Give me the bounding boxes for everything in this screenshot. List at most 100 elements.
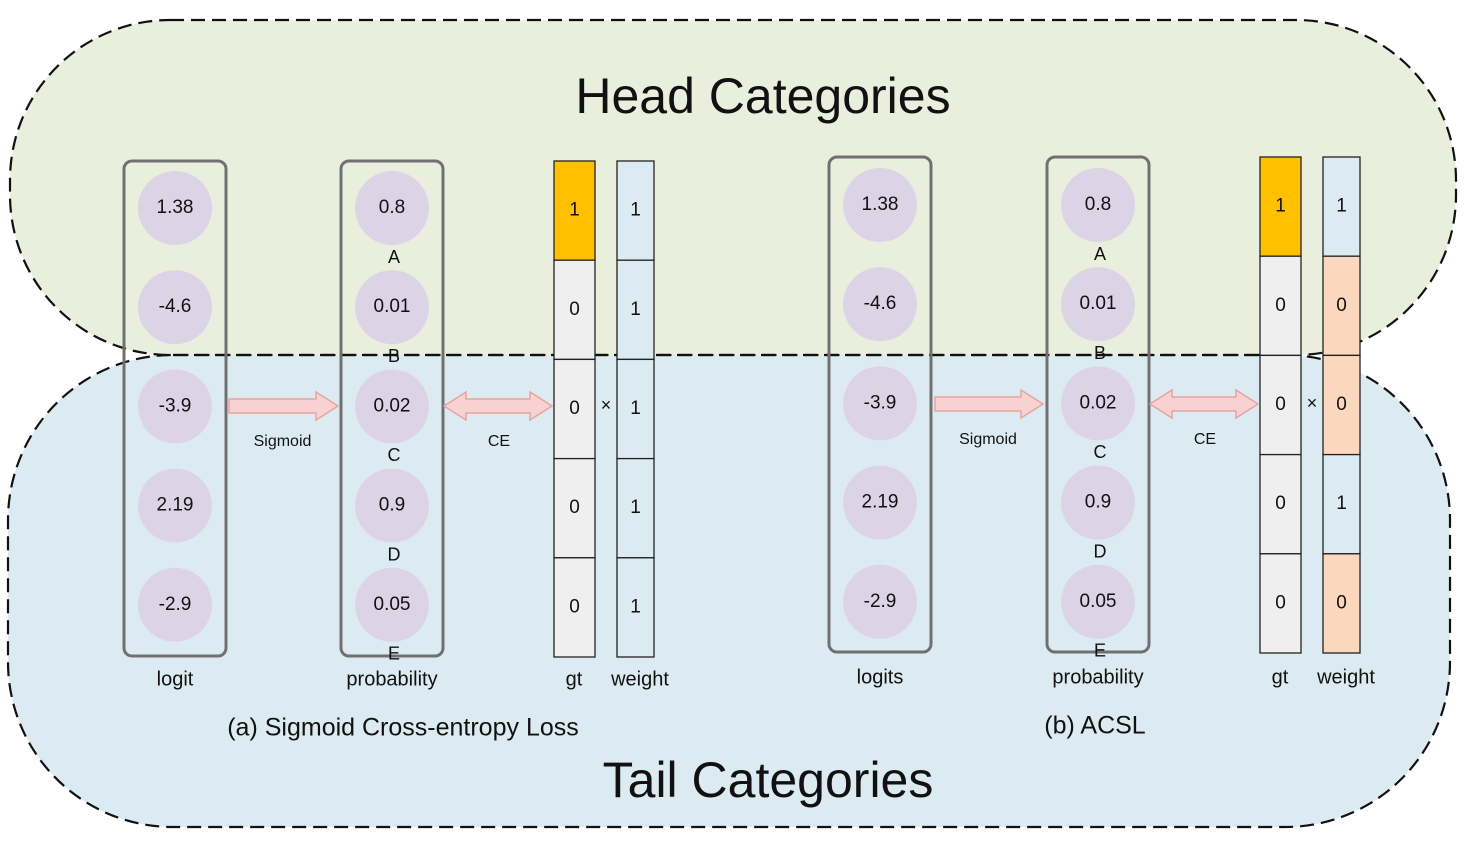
gt-value: 0 (1275, 295, 1286, 316)
probability-value: 0.05 (374, 594, 411, 615)
weight-value: 0 (1336, 592, 1347, 613)
category-letter: A (1094, 244, 1106, 264)
probability-value: 0.8 (1085, 194, 1111, 215)
sigmoid-arrow (228, 390, 340, 422)
probability-node (1061, 366, 1135, 441)
ce-double-arrow (1148, 388, 1260, 420)
gt-value: 0 (569, 398, 580, 419)
probability-value: 0.9 (1085, 492, 1111, 513)
probability-node (355, 270, 429, 345)
probability-value: 0.9 (379, 495, 405, 516)
panel-sigmoid-ce: 1.38 0.8 A 1 1 -4.6 0.01 B 0 1 -3.9 0.02 C 0 1 2.19 0.9 D… (122, 159, 669, 742)
weight-value: 0 (1336, 394, 1347, 415)
category-letter: B (388, 346, 400, 366)
probability-value: 0.02 (1080, 392, 1117, 413)
panel-acsl: 1.38 0.8 A 1 1 -4.6 0.01 B 0 0 -3.9 0.02 C 0 0 2.19 0.9 D… (827, 155, 1375, 740)
ce-label: CE (1194, 431, 1216, 448)
sigmoid-arrow (934, 388, 1045, 420)
weight-value: 1 (630, 299, 641, 320)
logit-node (138, 270, 212, 345)
logit-column-label: logit (157, 668, 194, 690)
logit-value: -4.6 (864, 293, 897, 314)
multiply-sign: × (1307, 393, 1318, 413)
gt-value: 0 (569, 596, 580, 617)
category-letter: D (1094, 541, 1107, 561)
logit-node (138, 567, 212, 642)
logit-node (843, 465, 917, 540)
probability-node (355, 468, 429, 543)
probability-node (1061, 465, 1135, 540)
gt-value: 0 (569, 497, 580, 518)
category-letter: E (1094, 641, 1106, 661)
logit-value: 2.19 (157, 495, 194, 516)
head-categories-label: Head Categories (575, 68, 950, 124)
weight-cell (1322, 255, 1361, 357)
probability-node (355, 369, 429, 444)
logit-column-frame (122, 159, 228, 658)
gt-value: 0 (569, 299, 580, 320)
weight-cell (616, 259, 655, 361)
multiply-sign: × (601, 395, 612, 415)
weight-value: 1 (1336, 493, 1347, 514)
category-letter: D (388, 544, 401, 564)
category-letter: C (1094, 442, 1107, 462)
gt-value: 0 (1275, 394, 1286, 415)
logit-value: 1.38 (157, 197, 194, 218)
sigmoid-label: Sigmoid (254, 433, 312, 450)
logit-value: 2.19 (862, 492, 899, 513)
logit-node (138, 468, 212, 543)
weight-cell (1322, 156, 1361, 257)
gt-value: 1 (1275, 196, 1286, 217)
logit-value: 1.38 (862, 194, 899, 215)
ce-double-arrow (442, 390, 554, 422)
probability-value: 0.02 (374, 395, 411, 416)
probability-node (355, 171, 429, 245)
weight-value: 1 (630, 398, 641, 419)
panel-caption: (a) Sigmoid Cross-entropy Loss (227, 714, 579, 742)
probability-value: 0.05 (1080, 591, 1117, 612)
logit-value: -3.9 (864, 392, 897, 413)
gt-column-label: gt (1272, 666, 1289, 688)
logit-node (843, 366, 917, 441)
weight-column-label: weight (1316, 666, 1375, 688)
head-region-border (8, 18, 1458, 357)
weight-column-label: weight (610, 668, 669, 690)
logit-column-frame (827, 155, 933, 654)
ce-label: CE (488, 433, 510, 450)
logit-node (843, 267, 917, 342)
logit-value: -2.9 (159, 594, 192, 615)
probability-column-label: probability (346, 668, 437, 690)
gt-cell (1259, 354, 1302, 456)
gt-value: 1 (569, 200, 580, 221)
gt-column-label: gt (566, 668, 583, 690)
logit-node (138, 171, 212, 245)
weight-value: 1 (630, 596, 641, 617)
gt-cell (553, 358, 596, 460)
probability-column-frame (1045, 155, 1151, 654)
logit-node (138, 369, 212, 444)
probability-node (1061, 564, 1135, 639)
gt-value: 0 (1275, 493, 1286, 514)
logit-value: -2.9 (864, 591, 897, 612)
logit-value: -4.6 (159, 296, 192, 317)
probability-column-label: probability (1052, 666, 1143, 688)
logit-value: -3.9 (159, 395, 192, 416)
sigmoid-label: Sigmoid (959, 431, 1017, 448)
gt-cell (1259, 156, 1302, 257)
weight-cell (616, 557, 655, 658)
probability-value: 0.01 (374, 296, 411, 317)
gt-cell (1259, 553, 1302, 654)
probability-value: 0.01 (1080, 293, 1117, 314)
tail-categories-label: Tail Categories (603, 752, 934, 808)
gt-cell (553, 259, 596, 361)
gt-cell (553, 160, 596, 261)
logit-node (843, 168, 917, 242)
gt-cell (1259, 453, 1302, 555)
gt-value: 0 (1275, 592, 1286, 613)
gt-cell (553, 557, 596, 658)
probability-value: 0.8 (379, 197, 405, 218)
weight-cell (1322, 553, 1361, 654)
category-letter: E (388, 644, 400, 664)
